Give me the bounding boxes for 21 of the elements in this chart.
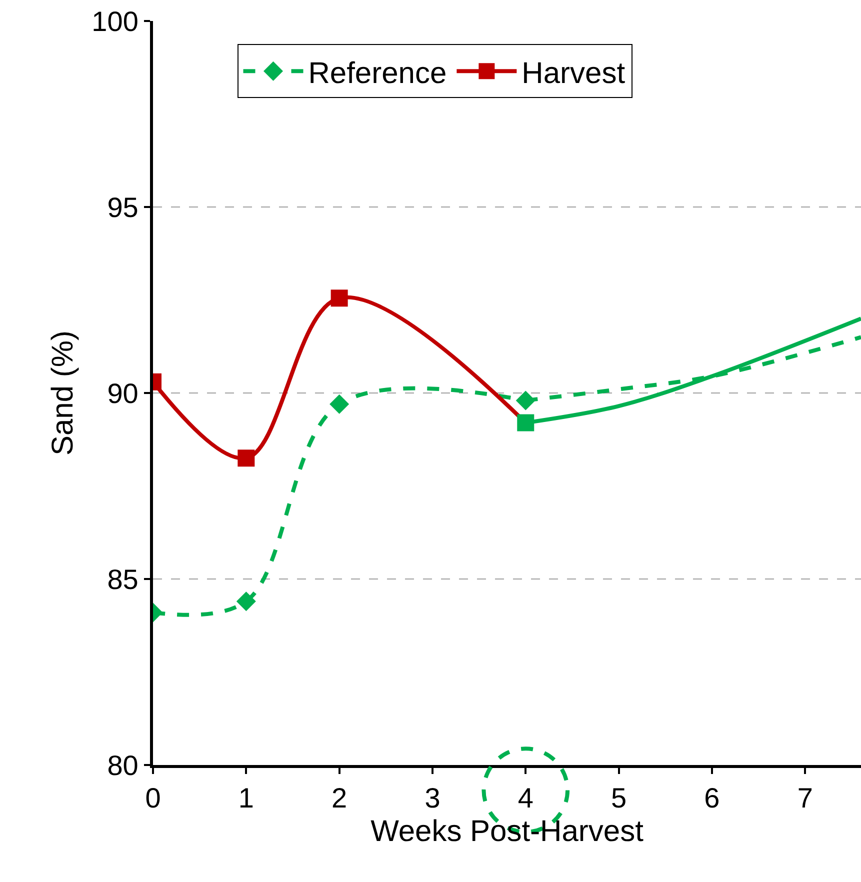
x-tick-label: 1 <box>238 782 254 814</box>
x-tick-label: 2 <box>332 782 348 814</box>
point <box>238 450 255 467</box>
x-tick-label: 6 <box>704 782 720 814</box>
y-tick-label: 80 <box>107 750 138 781</box>
point <box>330 290 348 307</box>
x-tick-label: 0 <box>145 782 161 814</box>
point <box>330 394 350 414</box>
x-axis-title: Weeks Post-Harvest <box>370 815 644 848</box>
y-tick-label: 100 <box>92 6 138 37</box>
y-tick-label: 85 <box>107 564 138 595</box>
y-tick-label: 95 <box>107 192 138 223</box>
x-tick-label: 5 <box>611 782 627 814</box>
y-tick-label: 90 <box>107 378 138 409</box>
legend-label: Harvest <box>522 56 626 90</box>
x-tick-label: 3 <box>424 782 440 814</box>
x-tick-label: 4 <box>518 782 534 814</box>
y-axis-title: Sand (%) <box>46 330 80 456</box>
x-tick-label: 7 <box>797 782 813 814</box>
point <box>236 592 256 612</box>
legend-label: Reference <box>308 56 447 90</box>
